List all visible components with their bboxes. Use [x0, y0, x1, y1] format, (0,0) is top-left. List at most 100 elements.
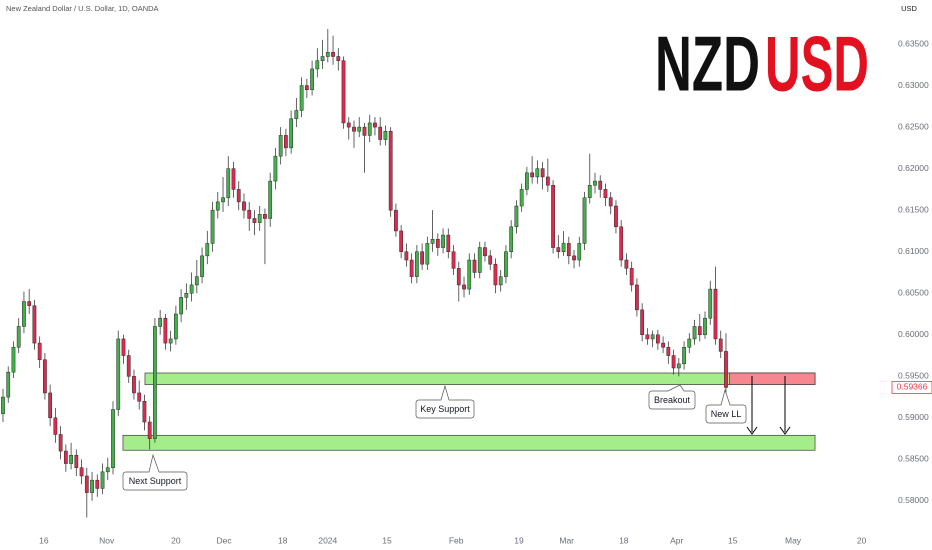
candle-body	[383, 131, 388, 140]
candle-body	[221, 197, 225, 203]
chart-title: New Zealand Dollar / U.S. Dollar, 1D, OA…	[6, 4, 159, 13]
annotations: Key Support Next Support Breakout New LL	[122, 376, 791, 491]
candle-body	[441, 234, 445, 248]
candle-body	[566, 243, 571, 257]
candle-body	[153, 326, 157, 439]
candle-body	[6, 371, 11, 398]
candle-body	[425, 243, 430, 265]
candle-body	[394, 209, 398, 232]
candle-body	[572, 255, 576, 261]
candle-body	[84, 475, 89, 493]
candle-body	[373, 122, 377, 128]
candle-body	[22, 301, 26, 327]
candle-body	[530, 172, 535, 178]
candle-body	[268, 180, 273, 219]
candle-body	[483, 247, 487, 257]
candle-body	[189, 284, 194, 294]
candle-body	[11, 346, 16, 373]
callout-box	[415, 384, 475, 419]
candle-body	[498, 276, 503, 286]
candle-body	[692, 326, 697, 340]
candle-body	[79, 467, 84, 477]
candle-body	[147, 421, 152, 439]
candle-body	[661, 342, 665, 348]
callout-label: New LL	[711, 409, 742, 419]
candle-body	[226, 168, 231, 198]
candle-body	[336, 56, 341, 61]
zone	[729, 372, 816, 385]
arrow-head	[746, 426, 758, 435]
candle-body	[472, 259, 477, 273]
candle-body	[414, 251, 419, 277]
y-tick-label: 0.58000	[898, 495, 929, 505]
candle-body	[132, 376, 136, 394]
candle-body	[504, 251, 508, 277]
candle-body	[467, 259, 472, 290]
candle-body	[1, 396, 5, 414]
candle-body	[310, 68, 314, 90]
candle-body	[315, 60, 320, 70]
candle-body	[111, 409, 115, 468]
currency: USD	[901, 4, 917, 13]
candle-body	[687, 338, 692, 348]
x-tick-label: 18	[619, 535, 629, 545]
candle-body	[43, 359, 47, 394]
zone	[122, 434, 816, 451]
candle-body	[174, 313, 178, 340]
candle-body	[126, 355, 131, 377]
candle-body	[163, 317, 168, 344]
candle-body	[200, 255, 204, 277]
x-tick-label: Feb	[449, 535, 464, 545]
logo-right: USD	[765, 20, 869, 108]
y-tick-label: 0.61000	[898, 246, 929, 256]
candle-body	[341, 60, 346, 124]
candle-body	[556, 247, 561, 252]
candle-body	[535, 168, 540, 178]
candle-body	[27, 301, 32, 306]
x-tick-label: Nov	[99, 535, 115, 545]
candle-body	[666, 346, 671, 356]
x-tick-label: May	[785, 535, 802, 545]
candle-body	[477, 247, 482, 273]
y-tick-label: 0.59000	[898, 412, 929, 422]
candle-body	[210, 209, 215, 244]
x-tick-label: 16	[39, 535, 49, 545]
candle-body	[294, 110, 299, 120]
y-tick-label: 0.63000	[898, 80, 929, 90]
candle-body	[100, 471, 105, 489]
candle-body	[357, 126, 362, 132]
candle-body	[69, 454, 73, 464]
x-tick-label: 15	[382, 535, 392, 545]
callout-label: Breakout	[654, 395, 691, 405]
candle-body	[488, 255, 493, 265]
candle-body	[703, 317, 707, 336]
candle-body	[493, 263, 498, 286]
candle-body	[430, 238, 435, 244]
x-tick-label: Apr	[670, 535, 683, 545]
candle-body	[252, 218, 257, 223]
candle-body	[32, 305, 37, 344]
candle-body	[713, 288, 718, 340]
candle-body	[194, 276, 199, 286]
candle-body	[325, 52, 330, 57]
candle-body	[105, 467, 110, 473]
candle-body	[435, 238, 440, 248]
candles	[1, 29, 728, 518]
candle-body	[284, 135, 288, 149]
candle-body	[509, 226, 514, 252]
candle-body	[116, 338, 121, 410]
candle-body	[598, 180, 603, 190]
candle-body	[168, 338, 173, 344]
y-tick-label: 0.60500	[898, 287, 929, 297]
candle-body	[519, 189, 524, 207]
candle-body	[551, 185, 555, 248]
y-tick-label: 0.62500	[898, 121, 929, 131]
candle-body	[676, 363, 681, 369]
candle-body	[63, 450, 68, 464]
candle-body	[645, 334, 650, 340]
x-tick-label: 20	[171, 535, 181, 545]
y-tick-label: 0.63500	[898, 38, 929, 48]
candle-body	[582, 197, 587, 244]
callout-label: Key Support	[420, 404, 470, 414]
